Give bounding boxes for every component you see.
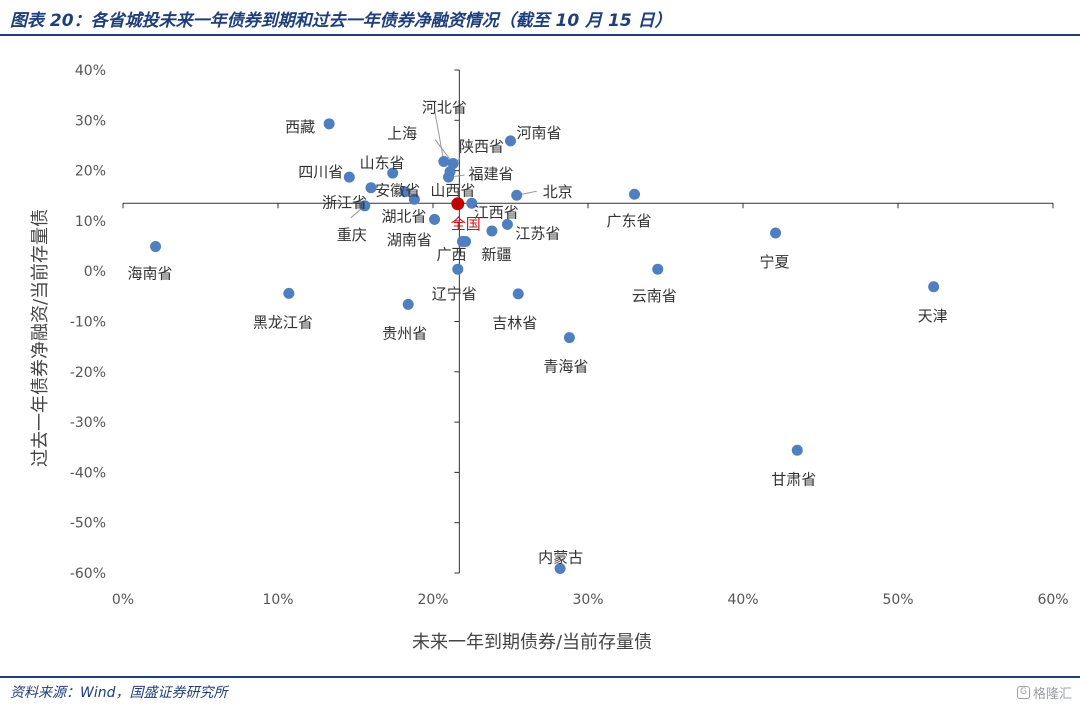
y-tick-label: 30% (75, 113, 106, 129)
point-label: 陕西省 (459, 138, 504, 156)
leader-line (434, 111, 445, 162)
point-label: 安徽省 (375, 182, 420, 200)
x-tick-labels: 0% 10% 20% 30% 40% 50% 60% (112, 592, 1069, 608)
point-label: 辽宁省 (432, 285, 477, 303)
scatter-chart: 0% 10% 20% 30% 40% 50% 60% 40% 30% 20% 10% 0% -10% -… (30, 63, 1069, 653)
data-point (554, 562, 566, 574)
y-tick-label: 40% (75, 63, 106, 79)
watermark-text: 格隆汇 (1032, 687, 1072, 702)
y-tick-label: -60% (70, 566, 106, 582)
data-point (402, 298, 414, 310)
data-point (501, 218, 513, 230)
data-point (150, 241, 162, 253)
data-point (323, 118, 335, 130)
y-tick-label: -20% (70, 365, 106, 381)
x-axis-title: 未来一年到期债券/当前存量债 (412, 632, 652, 653)
point-label: 山西省 (430, 181, 475, 199)
data-point (629, 188, 640, 200)
data-point (443, 171, 454, 183)
y-tick-label: 0% (84, 264, 106, 280)
data-point (438, 156, 450, 168)
point-label: 山东省 (360, 154, 405, 172)
point-label: 上海 (387, 125, 417, 143)
data-point (652, 263, 664, 275)
point-label: 新疆 (482, 246, 512, 264)
point-label: 广东省 (607, 212, 652, 230)
data-point (283, 287, 295, 299)
point-label: 青海省 (543, 358, 588, 376)
title-rule (0, 34, 1080, 36)
data-point (791, 444, 803, 456)
source-note: 资料来源：Wind，国盛证券研究所 (10, 685, 228, 701)
point-label: 宁夏 (760, 253, 790, 271)
watermark-logo-icon: G (1016, 686, 1030, 699)
point-label: 黑龙江省 (253, 313, 313, 331)
data-point (466, 197, 478, 209)
point-label: 四川省 (298, 163, 343, 181)
y-tick-label: -30% (70, 415, 106, 431)
y-axis-title: 过去一年债券净融资/当前存量债 (30, 209, 51, 467)
data-point (511, 189, 523, 201)
point-label: 吉林省 (492, 314, 537, 332)
point-label: 江西省 (474, 203, 519, 221)
x-tick-label: 50% (882, 592, 913, 608)
data-point (460, 236, 472, 248)
point-label: 西藏 (285, 118, 315, 136)
point-label: 湖南省 (387, 231, 432, 249)
point-label: 重庆 (337, 226, 367, 244)
point-label: 江苏省 (515, 224, 560, 242)
point-label: 内蒙古 (538, 548, 583, 566)
data-point (359, 200, 371, 212)
y-tick-labels: 40% 30% 20% 10% 0% -10% -20% -30% -40% -50% -60% (70, 63, 106, 582)
data-point (770, 227, 782, 239)
data-point (486, 225, 498, 237)
x-tick-label: 10% (262, 592, 293, 608)
chart-title: 图表 20：各省城投未来一年债券到期和过去一年债券净融资情况（截至 10 月 1… (10, 11, 672, 31)
point-label: 河南省 (517, 124, 562, 142)
data-point (512, 288, 524, 300)
point-label: 甘肃省 (771, 470, 816, 488)
data-point (399, 186, 411, 198)
data-point (452, 263, 464, 275)
footer-rule (0, 676, 1080, 678)
point-label: 贵州省 (382, 324, 427, 342)
x-tick-label: 40% (727, 592, 758, 608)
data-point (408, 193, 420, 205)
national-point (451, 197, 465, 211)
watermark: G 格隆汇 (1016, 683, 1072, 702)
y-tick-label: -50% (70, 516, 106, 532)
y-tick-label: 20% (75, 164, 106, 180)
point-label: 广西 (436, 246, 466, 264)
point-label: 河北省 (422, 99, 467, 117)
y-tick-label: -40% (70, 465, 106, 481)
y-tick-label: 10% (75, 214, 106, 230)
point-label: 福建省 (469, 165, 514, 183)
point-label: 海南省 (128, 265, 173, 283)
data-point (563, 332, 575, 344)
point-label: 云南省 (632, 287, 677, 305)
x-tick-label: 0% (112, 592, 134, 608)
data-points (150, 118, 940, 574)
x-tick-label: 60% (1037, 592, 1068, 608)
x-tick-label: 20% (417, 592, 448, 608)
data-point (365, 182, 377, 194)
point-label: 北京 (543, 183, 573, 201)
point-label: 湖北省 (382, 207, 427, 225)
data-point (505, 135, 516, 147)
data-point (928, 281, 940, 293)
national-label: 全国 (451, 215, 481, 233)
data-point (387, 167, 399, 179)
point-label: 浙江省 (322, 194, 367, 212)
data-point (429, 213, 441, 225)
y-tick-label: -10% (70, 315, 106, 331)
data-point (343, 171, 355, 183)
point-label: 天津 (918, 307, 948, 325)
x-tick-label: 30% (572, 592, 603, 608)
